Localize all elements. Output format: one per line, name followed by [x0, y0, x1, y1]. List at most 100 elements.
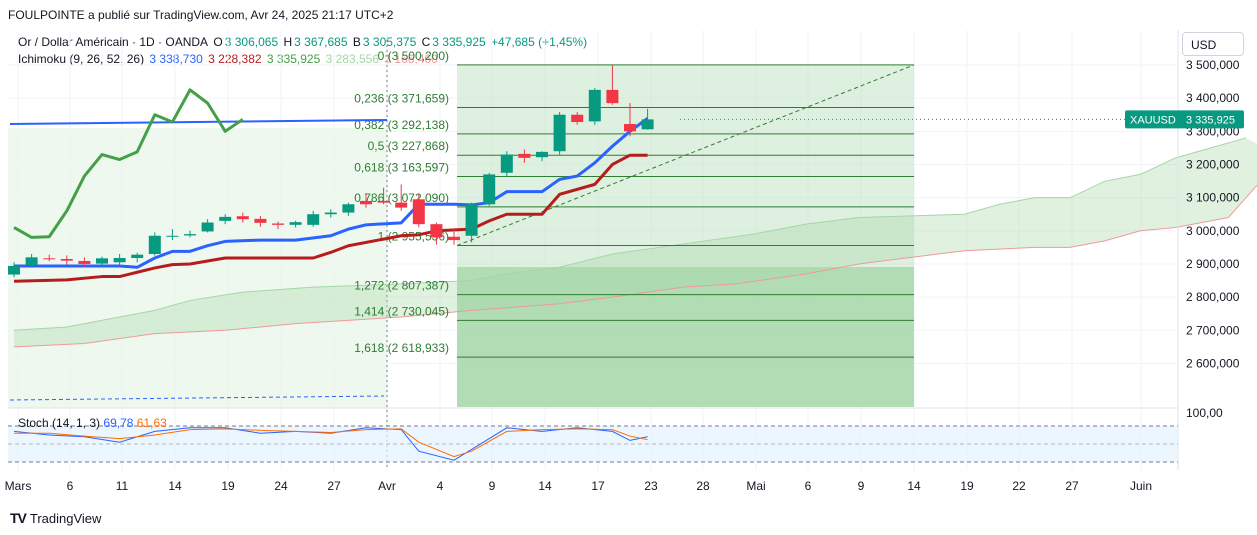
candle-body: [500, 154, 513, 173]
kijun-value: 3 228,382: [208, 52, 262, 66]
x-tick-label: 6: [805, 479, 812, 493]
x-tick-label: 14: [168, 479, 182, 493]
x-tick-label: 27: [327, 479, 341, 493]
tenkan-sen-line: [14, 117, 649, 269]
x-tick-label: Mai: [746, 479, 765, 493]
candle-body: [342, 204, 355, 213]
stoch-d-value: 61,63: [136, 416, 167, 430]
candle-body: [641, 119, 654, 130]
x-tick-label: 28: [696, 479, 710, 493]
chikou-span-line: [13, 88, 244, 239]
low-label: B: [352, 35, 361, 49]
x-tick-label: 9: [858, 479, 865, 493]
y-tick-label: 2 800,000: [1186, 290, 1240, 304]
symbol-name[interactable]: Or / Dollar Américain · 1D · OANDA: [18, 35, 209, 49]
close-value: 3 335,925: [432, 35, 486, 49]
candle-body: [483, 174, 496, 205]
x-tick-label: 11: [116, 479, 129, 493]
candle-body: [553, 114, 566, 152]
stoch-k-value: 69,78: [103, 416, 134, 430]
tradingview-brand[interactable]: TV TradingView: [10, 510, 101, 526]
candle-body: [254, 218, 267, 223]
currency-button[interactable]: USD: [1182, 32, 1244, 56]
stoch-label[interactable]: Stoch (14, 1, 3): [18, 416, 101, 430]
y-tick-label: 3 400,000: [1186, 91, 1240, 105]
stoch-axis-label: 100,00: [1186, 406, 1223, 420]
change-value: +47,685 (+1,45%): [491, 35, 588, 49]
candle-body: [430, 224, 443, 238]
y-tick-label: 2 600,000: [1186, 356, 1240, 370]
price-tag-symbol: XAUUSD: [1130, 114, 1176, 126]
x-tick-label: Mars: [5, 479, 32, 493]
fib-trend-line: [456, 64, 915, 247]
candle-body: [8, 265, 20, 275]
fib-level-label: 0,382 (3 292,138): [354, 118, 449, 132]
candle-body: [272, 223, 284, 225]
x-tick-label: 24: [274, 479, 288, 493]
fib-level-label: 0,236 (3 371,659): [354, 92, 449, 106]
y-tick-label: 2 900,000: [1186, 257, 1240, 271]
support-dashed-line: [9, 395, 385, 401]
x-tick-label: 23: [644, 479, 658, 493]
candle-body: [571, 114, 584, 123]
span-a-value: 3 283,556: [325, 52, 380, 66]
candle-body: [588, 89, 601, 122]
candle-body: [307, 214, 320, 225]
x-tick-label: 22: [1012, 479, 1026, 493]
fib-level-label: 0,5 (3 227,868): [368, 139, 449, 153]
candle-body: [113, 257, 126, 263]
y-tick-label: 3 000,000: [1186, 224, 1240, 238]
open-label: O: [213, 35, 223, 49]
x-tick-label: 19: [221, 479, 235, 493]
high-label: H: [283, 35, 293, 49]
candle-body: [395, 202, 408, 208]
candle-body: [236, 216, 249, 220]
candle-body: [289, 222, 302, 225]
tenkan-value: 3 338,730: [149, 52, 203, 66]
x-tick-label: Juin: [1130, 479, 1152, 493]
fib-level-label: 0,618 (3 163,597): [354, 161, 449, 175]
x-tick-label: 14: [538, 479, 552, 493]
candle-body: [606, 89, 619, 104]
candle-body: [148, 235, 161, 255]
brand-name: TradingView: [29, 510, 102, 526]
x-tick-label: 14: [907, 479, 921, 493]
ichimoku-label[interactable]: Ichimoku (9, 26, 52, 26): [18, 52, 145, 66]
x-tick-label: Avr: [378, 479, 396, 493]
price-tag: [1125, 110, 1244, 129]
candle-body: [166, 235, 179, 237]
candle-body: [624, 124, 636, 132]
y-tick-label: 3 100,000: [1186, 191, 1240, 205]
fib-zone-lower: [457, 267, 914, 407]
x-tick-label: 6: [67, 479, 74, 493]
candle-body: [131, 254, 144, 258]
x-tick-label: 9: [489, 479, 496, 493]
candle-body: [360, 200, 372, 205]
fib-level-label: 1,272 (2 807,387): [354, 279, 449, 293]
fib-level-label: 1,414 (2 730,045): [354, 304, 449, 318]
x-tick-label: 17: [591, 479, 605, 493]
fib-level-label: 1,618 (2 618,933): [354, 341, 449, 355]
candle-body: [201, 222, 214, 232]
candle-body: [377, 200, 390, 203]
candle-body: [60, 258, 73, 261]
ichimoku-legend: Ichimoku (9, 26, 52, 26) 3 338,730 3 228…: [18, 52, 440, 66]
candle-body: [43, 258, 56, 260]
candle-body: [324, 212, 337, 215]
stoch-legend: Stoch (14, 1, 3) 69,78 61,63: [18, 416, 167, 430]
span-b-value: 3 166,460: [384, 52, 438, 66]
kijun-sen-line: [13, 153, 648, 283]
resistance-trendline: [9, 119, 388, 125]
fib-zone-upper: [457, 65, 914, 267]
ichimoku-cloud: [14, 137, 1257, 347]
y-tick-label: 2 700,000: [1186, 323, 1240, 337]
stoch-d-line: [14, 428, 648, 458]
candle-body: [448, 236, 460, 241]
senkou-span-a-line: [13, 137, 1247, 331]
left-range-zone: [8, 128, 387, 408]
chikou-value: 3 335,925: [266, 52, 321, 66]
x-tick-label: 19: [960, 479, 974, 493]
candle-body: [96, 258, 108, 264]
